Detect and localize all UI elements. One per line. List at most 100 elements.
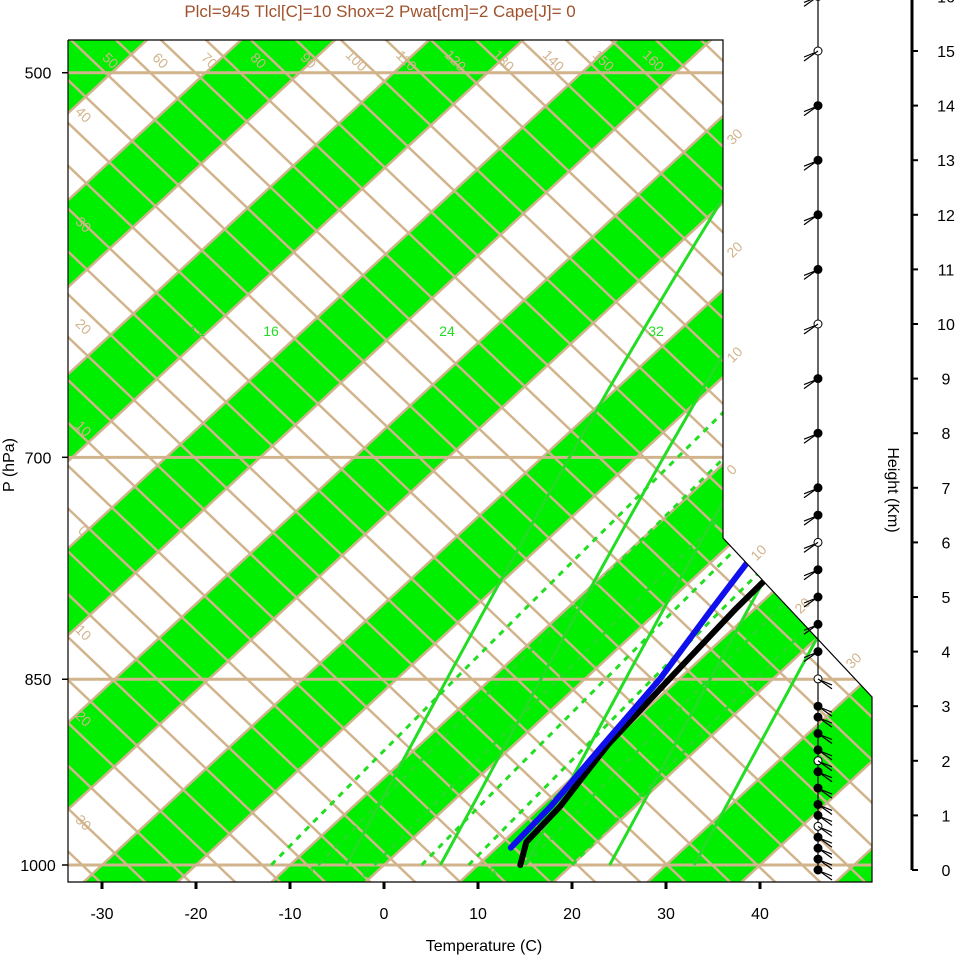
chart-title: Plcl=945 Tlcl[C]=10 Shox=2 Pwat[cm]=2 Ca…: [184, 2, 575, 21]
mixing-ratio-label: 3: [362, 864, 370, 880]
wind-barb-flag: [803, 107, 815, 113]
wind-barb: [817, 705, 833, 717]
wind-barb: [803, 623, 819, 635]
isotherm-line: [68, 40, 640, 882]
isotherm-line: [531, 40, 872, 882]
height-tick-label: 5: [942, 590, 951, 607]
dry-adiabat-line: [68, 40, 257, 882]
height-tick-label: 9: [942, 372, 951, 389]
wind-barb: [817, 836, 833, 848]
mixing-ratio-line: [270, 40, 872, 867]
isotherm-line: [68, 40, 828, 882]
wind-barb-flag: [821, 827, 833, 833]
dry-adiabat-line: [68, 40, 527, 882]
mixing-ratio-label: 24: [439, 323, 455, 339]
wind-barb: [817, 733, 833, 744]
wind-barb: [817, 749, 833, 761]
height-tick-label: 12: [937, 208, 955, 225]
moist-adiabat-line: [692, 40, 872, 866]
wind-barb-flag: [803, 434, 815, 440]
wind-barb-flag: [821, 762, 833, 768]
dry-adiabat-line: [68, 40, 872, 882]
wind-barb: [803, 541, 819, 553]
temperature-tick-label: -10: [278, 906, 301, 923]
side-label: 20: [723, 238, 745, 260]
temperature-band: [68, 40, 733, 882]
wind-barb: [817, 825, 833, 837]
dry-adiabat-line: [68, 40, 662, 882]
temperature-tick-label: 20: [563, 906, 581, 923]
wind-barb-flag: [803, 543, 815, 549]
isotherm-line: [155, 40, 872, 882]
wind-barb: [803, 105, 819, 117]
wind-barb-flag: [821, 838, 833, 844]
isotherm-line: [68, 40, 264, 882]
height-tick-label: 8: [942, 426, 951, 443]
height-tick-label: 6: [942, 535, 951, 552]
temperature-tick-label: 0: [380, 906, 389, 923]
wind-barb: [817, 858, 833, 870]
y-axis-label: P (hPa): [1, 438, 18, 492]
dry-adiabat-line: [139, 40, 872, 882]
dry-adiabat-line: [68, 40, 347, 882]
wind-barb: [817, 716, 833, 728]
height-tick-label: 7: [942, 481, 951, 498]
dry-adiabat-line: [94, 40, 872, 882]
wind-barb: [803, 432, 819, 444]
wind-barb: [803, 268, 819, 280]
dry-adiabat-line: [68, 40, 617, 882]
wind-barb-flag: [821, 734, 833, 741]
wind-barb-flag: [803, 161, 815, 167]
wind-barb: [803, 514, 819, 526]
temperature-tick-label: -20: [184, 906, 207, 923]
dry-adiabat-line: [409, 40, 872, 882]
wind-barb-flag: [803, 52, 815, 58]
axes: 1001502002503004005007008501000-30-20-10…: [20, 0, 955, 923]
dry-adiabat-line: [68, 40, 302, 882]
wind-barb-flag: [803, 489, 815, 495]
wind-barb-flag: [821, 680, 833, 686]
wind-barb: [817, 678, 833, 690]
wind-barb: [803, 214, 819, 226]
x-axis-label: Temperature (C): [426, 938, 542, 955]
height-tick-label: 3: [942, 699, 951, 716]
temperature-tick-label: 30: [657, 906, 675, 923]
sounding-curves: [507, 40, 872, 868]
wind-barb-flag: [803, 653, 815, 659]
dry-adiabat-line: [229, 40, 872, 882]
temperature-tick-label: -30: [90, 906, 113, 923]
wind-barb: [817, 847, 833, 859]
wind-barb: [803, 569, 819, 581]
temperature-curve: [517, 40, 872, 868]
isotherm-line: [625, 40, 872, 882]
moist-adiabat-line: [608, 40, 872, 866]
dry-adiabat-line: [184, 40, 872, 882]
pressure-tick-label: 850: [25, 672, 52, 689]
plot-area: [68, 40, 872, 882]
dry-adiabat-line: [454, 40, 872, 882]
height-tick-label: 2: [942, 754, 951, 771]
temperature-band: [68, 40, 872, 882]
dry-adiabat-line: [68, 40, 872, 882]
wind-barb: [817, 771, 833, 783]
pressure-tick-label: 1000: [20, 858, 56, 875]
height-tick-label: 0: [942, 863, 951, 880]
wind-barb-flag: [821, 805, 833, 812]
wind-barb-flag: [821, 718, 833, 724]
height-tick-label: 1: [942, 808, 951, 825]
wind-barb-flag: [821, 773, 833, 779]
wind-barb: [817, 869, 833, 881]
wind-barb-flag: [803, 270, 815, 276]
height-tick-label: 14: [937, 99, 955, 116]
isotherm-line: [68, 40, 734, 882]
side-label: 30: [723, 125, 745, 147]
side-label: 10: [747, 541, 769, 563]
side-label: 20: [791, 594, 813, 616]
dry-adiabat-line: [68, 40, 797, 882]
wind-barb: [817, 814, 833, 826]
wind-barb: [803, 651, 819, 663]
wind-barb-flag: [821, 849, 833, 855]
dry-adiabat-line: [68, 40, 707, 882]
mixing-ratio-label: 12: [189, 323, 205, 339]
pressure-tick-label: 700: [25, 450, 52, 467]
